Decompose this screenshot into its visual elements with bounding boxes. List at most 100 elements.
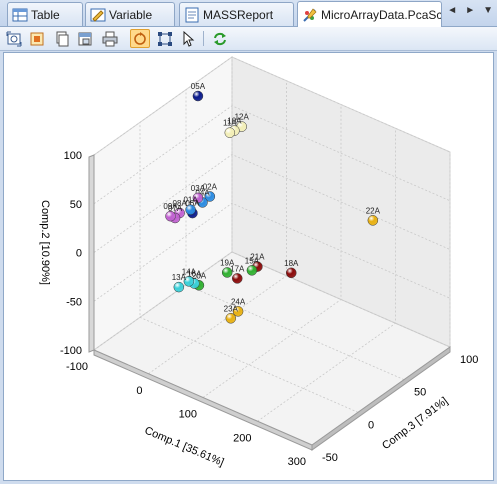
rotate-icon <box>134 31 146 45</box>
gridline-z <box>231 57 451 348</box>
data-point <box>183 276 195 287</box>
data-point <box>165 210 176 222</box>
copy-data-button[interactable] <box>75 29 95 48</box>
pointer-icon <box>183 30 195 47</box>
tab-label: Variable <box>109 7 153 22</box>
rotate-button[interactable] <box>130 29 150 48</box>
tab-list-menu-button[interactable]: ▼ <box>483 5 493 16</box>
gridline-y <box>93 154 451 253</box>
gridline-x <box>202 104 342 398</box>
data-point-label: 12A <box>235 113 250 122</box>
pca-scores-3d-plot[interactable]: 22A 12A 10A 11A 05A 18A 21A 15A 17A 19A 24A 23A 02A 2… <box>3 52 494 481</box>
y-axis-title: Comp.2 [10.90%] <box>39 200 51 285</box>
data-point-label: 09A <box>163 202 178 211</box>
tab-label: Table <box>31 7 60 22</box>
y-tick-label: 50 <box>70 199 82 211</box>
x-tick-label: 100 <box>179 409 197 421</box>
data-point <box>204 191 216 202</box>
data-point-label: 05A <box>191 82 206 91</box>
z-axis-bar <box>311 346 451 451</box>
data-point-label: 24A <box>231 297 246 306</box>
y-tick-label: 0 <box>76 248 82 260</box>
data-point-label: 22A <box>366 206 381 215</box>
x-tick-label: 200 <box>233 432 251 444</box>
x-tick-label: 0 <box>136 385 142 397</box>
data-point <box>225 313 237 324</box>
data-point-label: 16A <box>187 269 202 278</box>
data-point <box>173 281 185 293</box>
refresh-icon <box>214 32 226 45</box>
copy-data-icon <box>78 32 92 45</box>
data-point-label: 02A <box>203 182 218 191</box>
y-tick-label: -50 <box>66 296 82 308</box>
data-point <box>192 192 204 204</box>
tab-scroll-left-button[interactable]: ◄ <box>447 5 458 16</box>
data-point-label: 20A <box>192 271 207 280</box>
z-tick-label: -50 <box>322 452 338 464</box>
tab-microarraydata-pcascores[interactable]: MicroArrayData.PcaScor <box>297 1 442 27</box>
y-tick-label: -100 <box>60 345 82 357</box>
export-button[interactable] <box>4 29 24 48</box>
tab-navigation: ◄ ► ▼ <box>447 5 493 16</box>
copy-button[interactable] <box>52 29 72 48</box>
tab-label: MicroArrayData.PcaScor <box>321 7 442 22</box>
data-point-label: 07A <box>168 204 183 213</box>
export-icon <box>6 31 22 46</box>
data-point-label: 10A <box>227 117 242 126</box>
data-point-label: 11A <box>223 119 237 128</box>
gridline-x <box>148 80 287 375</box>
x-tick-label: -100 <box>66 361 88 373</box>
zoom-fit-icon <box>158 31 172 46</box>
data-point <box>367 215 379 226</box>
data-point-label: 17A <box>230 264 245 273</box>
report-icon <box>185 7 199 22</box>
zoom-fit-button[interactable] <box>155 29 175 48</box>
data-point <box>286 267 297 279</box>
data-point-label: 13A <box>172 273 187 282</box>
data-point <box>221 267 233 278</box>
data-point-label: 01A <box>183 196 198 205</box>
y-axis-bar <box>88 154 95 353</box>
image-button[interactable] <box>27 29 47 48</box>
z-tick-label: 100 <box>460 354 478 366</box>
table-icon <box>12 8 28 21</box>
data-point-label: 06A <box>185 199 200 208</box>
tab-massreport[interactable]: MASSReport <box>179 2 294 26</box>
data-point <box>192 90 204 102</box>
tab-scroll-right-button[interactable]: ► <box>465 5 476 16</box>
scatter-plot-icon <box>303 7 317 22</box>
document-tab-bar: Table Variable MASSReport MicroArrayData… <box>0 0 497 27</box>
copy-icon <box>56 31 69 46</box>
gridline-x <box>257 128 396 422</box>
toolbar-separator <box>203 31 204 46</box>
z-axis-title: Comp.3 [7.91%] <box>380 395 450 452</box>
print-button[interactable] <box>100 29 120 48</box>
gridline-y <box>93 202 451 302</box>
plot-toolbar <box>0 27 497 51</box>
variable-icon <box>90 8 106 22</box>
image-icon <box>30 32 44 45</box>
pointer-button[interactable] <box>178 29 198 48</box>
x-axis-title: Comp.1 [35.61%] <box>143 425 226 469</box>
data-point-label: 14A <box>182 267 197 276</box>
data-point-label: 21A <box>250 253 265 262</box>
data-point-label: 03A <box>191 184 206 193</box>
tab-table[interactable]: Table <box>7 2 83 26</box>
data-point-label: 04A <box>195 188 210 197</box>
x-tick-label: 300 <box>288 456 306 468</box>
y-tick-label: 100 <box>64 150 82 162</box>
data-point <box>232 273 243 284</box>
data-point <box>185 204 196 215</box>
print-icon <box>102 31 118 46</box>
data-point-label: 15A <box>245 256 260 265</box>
refresh-button[interactable] <box>210 29 230 48</box>
data-point <box>224 127 236 138</box>
data-point <box>232 306 244 317</box>
gridline-z <box>139 122 359 413</box>
z-tick-label: 50 <box>414 387 426 399</box>
tab-variable[interactable]: Variable <box>85 2 175 26</box>
tab-label: MASSReport <box>203 7 274 22</box>
data-point <box>246 265 258 276</box>
data-point-label: 23A <box>224 304 239 313</box>
